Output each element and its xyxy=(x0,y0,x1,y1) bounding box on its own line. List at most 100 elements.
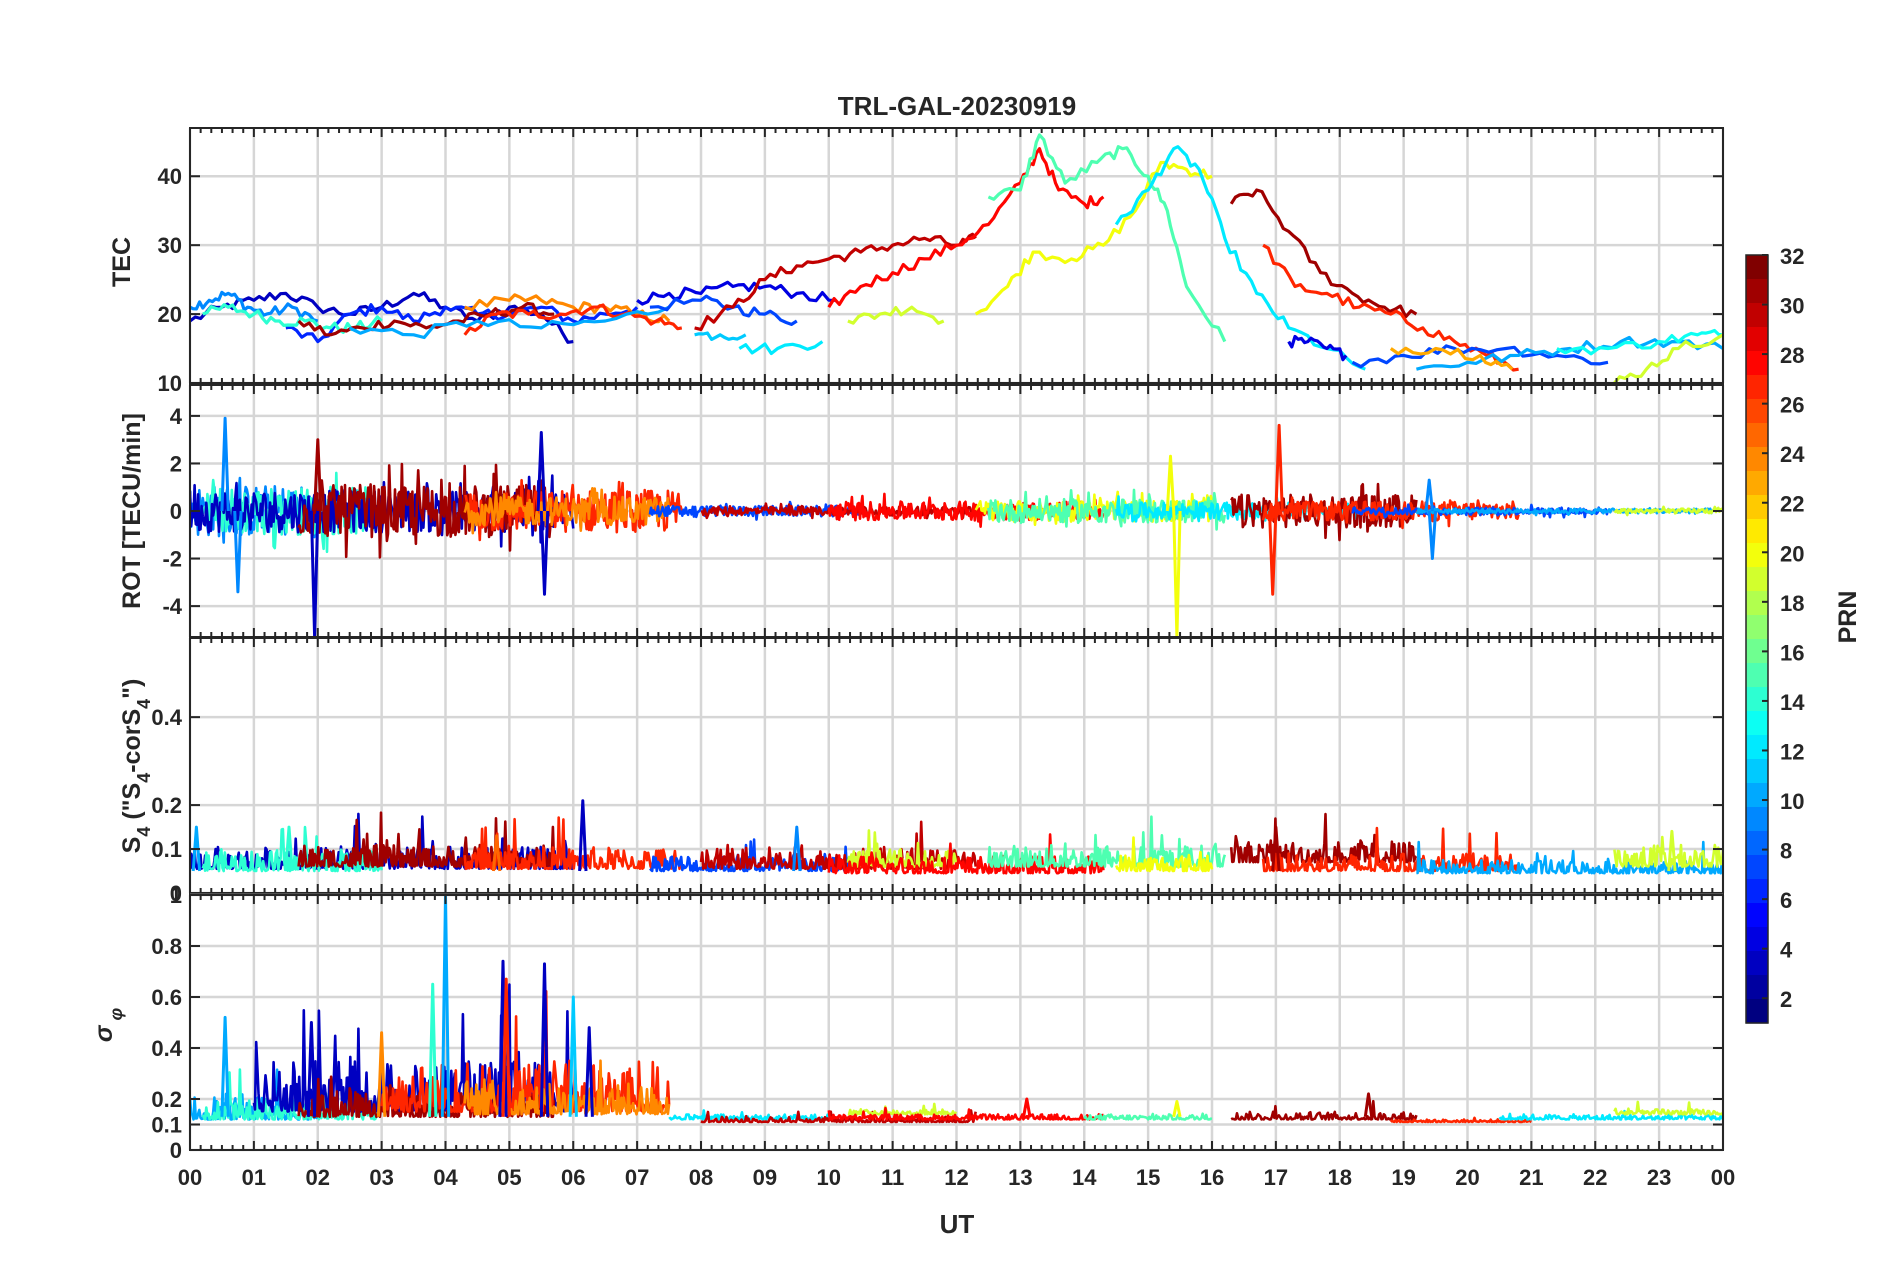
colorbar-tick-label: 16 xyxy=(1780,640,1804,665)
sigma_phi-spike-prn-3 xyxy=(539,962,550,1117)
rot-trace-prn-24 xyxy=(463,487,671,535)
sigma_phi-spike-prn-27 xyxy=(501,977,511,1117)
colorbar-tick-label: 20 xyxy=(1780,541,1804,566)
tec-series-prn-27 xyxy=(463,303,683,336)
s4-spike-prn-9 xyxy=(792,825,802,872)
tec-series-prn-24 xyxy=(464,293,671,324)
colorbar-swatch xyxy=(1746,423,1768,448)
colorbar-swatch xyxy=(1746,399,1768,424)
x-tick-labels: 00 01 02 03 04 05 06 07 08 09 10 11 12 13 14 15 16 17 18 19… xyxy=(178,1165,1735,1190)
y-axis-label-s4: S4 ("S4-corS4") xyxy=(118,679,154,854)
rot-spike-prn-9 xyxy=(1424,478,1434,512)
x-tick-label: 07 xyxy=(625,1165,649,1190)
sigma_phi-trace-prn-19 xyxy=(847,1102,958,1116)
sigma_phi-spike-prn-3 xyxy=(584,1026,594,1117)
tec-series-prn-13 xyxy=(1556,328,1723,356)
chart-title: TRL-GAL-20230919 xyxy=(838,91,1076,121)
y-tick-label-rot: 4 xyxy=(170,404,183,429)
s4-spike-prn-10 xyxy=(191,825,202,872)
colorbar-tick-label: 26 xyxy=(1780,393,1804,418)
colorbar-swatch xyxy=(1746,303,1768,328)
x-tick-label: 15 xyxy=(1136,1165,1160,1190)
colorbar-swatch xyxy=(1746,879,1768,904)
colorbar-swatch xyxy=(1746,639,1768,664)
y-tick-label-rot: -2 xyxy=(162,547,182,572)
colorbar-swatch xyxy=(1746,999,1768,1024)
s4-trace-prn-15 xyxy=(987,815,1227,868)
rot-trace-prn-15 xyxy=(987,488,1227,531)
s4-spike-prn-3 xyxy=(578,799,588,872)
y-tick-label-tec: 20 xyxy=(158,302,182,327)
colorbar-tick-label: 6 xyxy=(1780,888,1792,913)
x-tick-label: 23 xyxy=(1647,1165,1671,1190)
colorbar-swatch xyxy=(1746,663,1768,688)
tec-series-prn-11 xyxy=(694,331,747,341)
x-tick-label: 03 xyxy=(369,1165,393,1190)
x-tick-label: 04 xyxy=(433,1165,458,1190)
s4-spike-prn-14 xyxy=(284,825,294,872)
x-tick-label: 16 xyxy=(1200,1165,1224,1190)
rot-spike-prn-9 xyxy=(220,416,230,512)
y-tick-label-s4: 0 xyxy=(170,881,182,906)
colorbar-swatch xyxy=(1746,687,1768,712)
sigma_phi-trace-prn-15 xyxy=(1083,1112,1213,1121)
colorbar-tick-label: 14 xyxy=(1780,690,1805,715)
y-tick-label-sigma_phi: 1 xyxy=(170,883,182,908)
colorbar-swatch xyxy=(1746,927,1768,952)
s4-spike-prn-25 xyxy=(491,834,502,872)
y-tick-label-s4: 0.4 xyxy=(151,705,182,730)
y-tick-label-sigma_phi: 0.4 xyxy=(151,1036,182,1061)
colorbar-tick-label: 28 xyxy=(1780,343,1804,368)
y-tick-label-tec: 40 xyxy=(158,164,182,189)
y-tick-label-rot: 2 xyxy=(170,451,182,476)
rot-spike-prn-9 xyxy=(1427,510,1438,560)
y-axis-label-rot: ROT [TECU/min] xyxy=(118,413,146,609)
tec-series-prn-30 xyxy=(694,232,977,331)
rot-spike-prn-27 xyxy=(1268,510,1278,596)
colorbar-frame xyxy=(1745,254,1769,1024)
y-tick-label-s4: 0.1 xyxy=(151,837,182,862)
rot-spike-prn-9 xyxy=(233,510,243,594)
colorbar-swatch xyxy=(1746,375,1768,400)
sigma_phi-trace-prn-31 xyxy=(1230,1099,1418,1121)
s4-trace-prn-20 xyxy=(1114,836,1214,873)
colorbar-swatch xyxy=(1746,447,1768,472)
x-axis-label: UT xyxy=(940,1209,975,1239)
y-tick-label-sigma_phi: 0.6 xyxy=(151,985,182,1010)
x-tick-label: 18 xyxy=(1328,1165,1352,1190)
colorbar-swatch xyxy=(1746,255,1768,280)
sigma_phi-trace-prn-28 xyxy=(827,1106,1104,1121)
x-tick-label: 09 xyxy=(753,1165,777,1190)
x-tick-label: 01 xyxy=(242,1165,266,1190)
tec-series-prn-20 xyxy=(974,160,1213,316)
data-tec xyxy=(190,133,1723,383)
y-tick-label-sigma_phi: 0.8 xyxy=(151,934,182,959)
x-tick-label: 02 xyxy=(306,1165,330,1190)
colorbar-tick-label: 4 xyxy=(1780,938,1793,963)
tec-series-prn-23 xyxy=(1389,346,1514,371)
x-tick-label: 05 xyxy=(497,1165,521,1190)
y-axis-label-tec: TEC xyxy=(108,237,136,287)
tec-series-prn-9 xyxy=(190,290,319,323)
x-tick-label: 06 xyxy=(561,1165,585,1190)
y-tick-label-rot: -4 xyxy=(162,594,182,619)
x-tick-label: 11 xyxy=(881,1165,904,1190)
colorbar-tick-label: 24 xyxy=(1780,442,1805,467)
sigma_phi-spike-prn-10 xyxy=(440,895,451,1117)
rot-spike-prn-27 xyxy=(1274,423,1284,512)
x-tick-label: 20 xyxy=(1455,1165,1479,1190)
sigma_phi-spike-prn-3 xyxy=(306,1021,317,1117)
s4-spike-prn-31 xyxy=(1271,825,1281,872)
tec-series-prn-4 xyxy=(636,280,836,306)
colorbar-swatch xyxy=(1746,543,1768,568)
colorbar-swatch xyxy=(1746,351,1768,376)
s4-spike-prn-19 xyxy=(1667,829,1677,872)
s4-trace-prn-28 xyxy=(827,833,1105,875)
sigma_phi-spike-prn-20 xyxy=(1172,1100,1182,1118)
data-sigma_phi xyxy=(190,895,1723,1124)
colorbar-tick-label: 22 xyxy=(1780,492,1804,517)
rot-spike-prn-3 xyxy=(309,510,320,637)
rot-trace-prn-7 xyxy=(648,500,862,521)
